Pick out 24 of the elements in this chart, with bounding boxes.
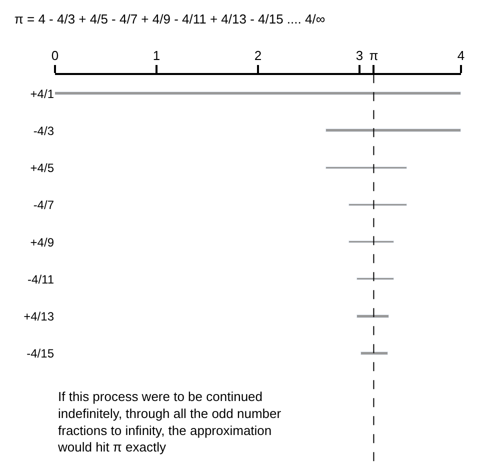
text: If this process were to be continued indefinitely, through all the odd number fractions to infinity, the approximation would hit π exactly — [57, 389, 282, 455]
bar — [348, 240, 394, 243]
x-tick-label: 0 — [51, 48, 59, 63]
y-tick-label: +4/13 — [24, 310, 54, 324]
x-tick-label: 2 — [254, 48, 262, 63]
bar — [326, 166, 407, 169]
y-tick-label: +4/1 — [30, 86, 54, 101]
y-tick-label: -4/15 — [26, 346, 54, 361]
x-tick-label: 3 — [356, 48, 364, 63]
x-tick-label: 4 — [457, 48, 465, 63]
bar — [55, 92, 461, 95]
y-tick-label: -4/7 — [33, 198, 54, 212]
y-tick-label: +4/9 — [30, 235, 54, 250]
bar — [356, 314, 389, 318]
y-tick-label: -4/3 — [33, 124, 54, 138]
chart-title: π = 4 - 4/3 + 4/5 - 4/7 + 4/9 - 4/11 + 4/13 - 4/15 .... 4/∞ — [14, 11, 326, 26]
y-tick-label: +4/5 — [30, 161, 54, 176]
x-tick-label: π — [369, 48, 378, 63]
bar — [356, 278, 394, 280]
bar — [348, 204, 407, 206]
bar — [326, 128, 461, 132]
y-tick-label: -4/11 — [28, 272, 54, 286]
bar — [360, 352, 388, 355]
x-tick-label: 1 — [152, 48, 160, 63]
